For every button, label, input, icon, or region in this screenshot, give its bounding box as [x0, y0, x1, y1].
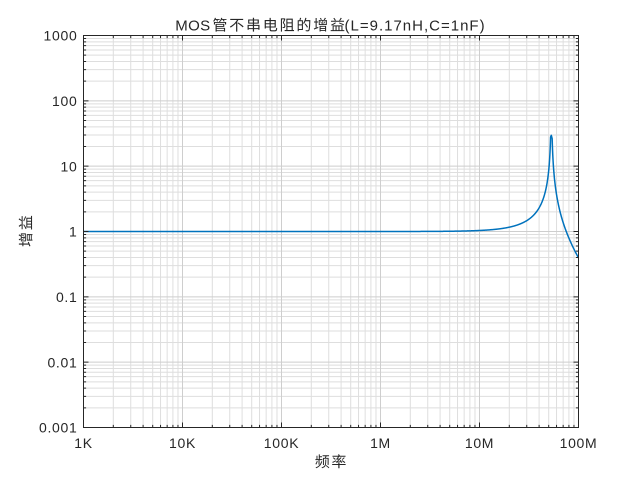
svg-text:100: 100: [52, 93, 77, 109]
svg-text:(L=9.17nH,C=1nF): (L=9.17nH,C=1nF): [345, 17, 486, 34]
svg-text:100M: 100M: [560, 435, 598, 451]
svg-text:1M: 1M: [370, 435, 391, 451]
svg-text:MOS: MOS: [175, 17, 210, 34]
svg-text:1000: 1000: [44, 28, 78, 44]
svg-text:10K: 10K: [169, 435, 196, 451]
svg-text:0.1: 0.1: [56, 289, 78, 305]
svg-text:1: 1: [69, 224, 78, 240]
svg-text:100K: 100K: [264, 435, 300, 451]
svg-text:0.001: 0.001: [39, 420, 78, 436]
svg-text:1K: 1K: [74, 435, 93, 451]
svg-text:0.01: 0.01: [47, 354, 77, 370]
svg-text:10M: 10M: [465, 435, 494, 451]
svg-text:10: 10: [61, 158, 78, 174]
